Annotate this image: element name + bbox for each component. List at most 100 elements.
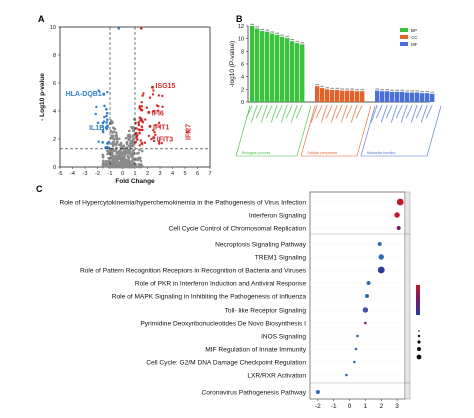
- volcano-x-axis-title: Fold Change: [115, 178, 155, 185]
- labeled-gene-point: [152, 136, 156, 140]
- go-term-label: [415, 104, 423, 119]
- volcano-point: [122, 165, 126, 169]
- volcano-point: [101, 155, 105, 159]
- volcano-point-up: [161, 94, 164, 98]
- go-bar: [255, 28, 260, 102]
- go-bar: [405, 92, 410, 102]
- go-bar-value-label: [350, 88, 354, 90]
- volcano-point-up: [157, 105, 160, 108]
- gene-label: HLA-DQB1: [66, 91, 102, 98]
- go-bar-value-label: [430, 91, 434, 93]
- volcano-point-up: [140, 105, 144, 108]
- volcano-point-down: [101, 125, 105, 128]
- volcano-point: [124, 136, 128, 140]
- size-legend-dot: [417, 334, 421, 338]
- volcano-point: [102, 159, 105, 163]
- panel-b-letter: B: [236, 14, 243, 24]
- volcano-point-up: [151, 110, 155, 113]
- volcano-point: [127, 133, 131, 137]
- volcano-point-down: [103, 115, 106, 119]
- volcano-point: [110, 151, 114, 155]
- volcano-point: [101, 162, 105, 166]
- volcano-point: [126, 149, 129, 152]
- go-term-label: [255, 104, 263, 119]
- volcano-point: [118, 152, 121, 156]
- volcano-point-down: [95, 105, 98, 109]
- volcano-point: [106, 142, 110, 145]
- pathway-x-tick-label: -1: [331, 403, 337, 410]
- volcano-point-up: [140, 142, 144, 146]
- volcano-point: [112, 126, 115, 130]
- volcano-point-up: [147, 134, 151, 138]
- gene-label: IFIT3: [157, 137, 173, 144]
- go-term-label: [345, 104, 353, 119]
- go-y-tick-label: 0: [241, 100, 244, 106]
- pathway-label: MIF Regulation of Innate Immunity: [205, 346, 306, 353]
- go-bar-value-label: [335, 87, 339, 89]
- facet-strip-3: [404, 382, 411, 400]
- pathway-label: Role of Pattern Recognition Receptors in…: [80, 267, 307, 274]
- volcano-point: [107, 156, 110, 160]
- pathway-dot: [364, 321, 367, 325]
- volcano-x-tick-label: 4: [171, 171, 174, 177]
- go-bar-value-label: [295, 40, 299, 43]
- volcano-point: [113, 162, 116, 165]
- size-legend: [416, 330, 422, 360]
- volcano-point-down: [96, 121, 100, 125]
- pathway-dot: [345, 373, 348, 377]
- volcano-x-tick-label: -4: [70, 171, 75, 177]
- go-bar: [385, 91, 390, 102]
- volcano-point: [101, 130, 105, 134]
- volcano-point: [138, 157, 142, 160]
- go-bar: [300, 44, 305, 102]
- volcano-point: [112, 156, 116, 159]
- go-legend-swatch: [400, 28, 408, 32]
- go-bar-value-label: [290, 39, 294, 41]
- go-legend-label: BP: [411, 28, 417, 33]
- volcano-point: [123, 151, 127, 154]
- volcano-point: [139, 163, 143, 166]
- volcano-point-up: [152, 128, 155, 132]
- go-y-tick-label: 12: [238, 24, 244, 30]
- volcano-point: [112, 141, 116, 144]
- volcano-point: [122, 156, 126, 159]
- go-term-label: [390, 104, 398, 123]
- volcano-point-up: [135, 127, 138, 130]
- volcano-point: [120, 165, 124, 169]
- volcano-point: [104, 159, 108, 163]
- facet-strip-1: [404, 191, 411, 235]
- volcano-point: [127, 162, 131, 165]
- volcano-point: [109, 153, 113, 157]
- volcano-point-down: [97, 89, 100, 92]
- volcano-point: [116, 165, 120, 169]
- volcano-point: [117, 137, 121, 141]
- volcano-point: [114, 134, 118, 138]
- volcano-point-up: [141, 121, 145, 124]
- pathway-label: TREM1 Signaling: [255, 254, 307, 261]
- volcano-point-up: [150, 137, 153, 141]
- go-y-tick-label: 2: [241, 87, 244, 93]
- go-bar-value-label: [340, 88, 344, 90]
- volcano-x-tick-label: -5: [58, 171, 63, 177]
- volcano-point: [122, 162, 126, 166]
- volcano-y-tick-label: 6: [53, 81, 56, 87]
- pathway-label: Cell Cycle Control of Chromosomal Replic…: [169, 225, 307, 232]
- go-group-bracket: [235, 105, 312, 157]
- volcano-point-down: [101, 128, 105, 132]
- go-bar: [360, 91, 365, 102]
- go-bar: [410, 92, 415, 102]
- volcano-point-up: [152, 89, 155, 92]
- go-bar-value-label: [375, 88, 379, 90]
- volcano-point-down: [117, 27, 121, 30]
- go-bar: [295, 43, 300, 102]
- go-y-tick-label: 8: [241, 49, 244, 55]
- volcano-point-up: [140, 101, 143, 104]
- pathway-label: Role of PKR in Interferon Induction and …: [135, 280, 307, 287]
- go-bar-value-label: [320, 85, 324, 88]
- go-bar-value-label: [425, 90, 429, 93]
- go-bar-value-label: [385, 89, 389, 91]
- volcano-x-tick-label: 1: [133, 171, 136, 177]
- pathway-x-tick-label: 3: [395, 403, 399, 410]
- volcano-point: [115, 155, 118, 158]
- go-term-label: [370, 104, 378, 123]
